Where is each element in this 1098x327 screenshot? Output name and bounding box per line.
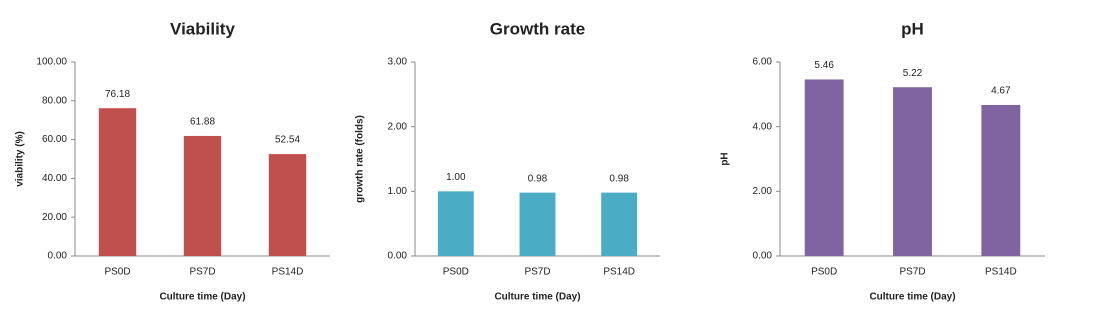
bar bbox=[601, 192, 638, 256]
value-label: 52.54 bbox=[275, 135, 300, 146]
y-axis-label: growth rate (folds) bbox=[355, 115, 366, 203]
bar bbox=[183, 135, 222, 256]
y-tick-label: 0.00 bbox=[48, 251, 68, 262]
y-tick-label: 60.00 bbox=[42, 134, 67, 145]
bar bbox=[519, 192, 556, 256]
x-tick-label: PS0D bbox=[811, 267, 837, 278]
x-tick-label: PS7D bbox=[899, 267, 925, 278]
x-tick-label: PS14D bbox=[985, 267, 1017, 278]
y-axis-label: viability (%) bbox=[15, 131, 26, 187]
bar bbox=[804, 79, 844, 257]
x-tick-label: PS14D bbox=[603, 267, 635, 278]
y-tick-label: 3.00 bbox=[388, 57, 408, 68]
y-tick-label: 0.00 bbox=[388, 251, 408, 262]
x-axis-label: Culture time (Day) bbox=[869, 292, 955, 303]
y-tick-label: 0.00 bbox=[753, 251, 773, 262]
value-label: 0.98 bbox=[528, 173, 548, 184]
y-tick-label: 80.00 bbox=[42, 95, 67, 106]
chart-title: Viability bbox=[170, 19, 235, 38]
y-tick-label: 2.00 bbox=[753, 186, 773, 197]
chart-title: pH bbox=[901, 19, 924, 38]
bar bbox=[893, 87, 932, 256]
y-tick-label: 6.00 bbox=[753, 57, 773, 68]
y-tick-label: 40.00 bbox=[42, 173, 67, 184]
value-label: 1.00 bbox=[446, 172, 466, 183]
value-label: 76.18 bbox=[105, 89, 130, 100]
x-tick-label: PS7D bbox=[524, 267, 550, 278]
bar bbox=[98, 108, 137, 256]
y-tick-label: 1.00 bbox=[388, 186, 408, 197]
value-label: 4.67 bbox=[991, 86, 1011, 97]
x-tick-label: PS0D bbox=[443, 267, 469, 278]
bar bbox=[981, 105, 1021, 257]
value-label: 0.98 bbox=[609, 173, 629, 184]
x-tick-label: PS0D bbox=[104, 267, 130, 278]
bar bbox=[268, 154, 307, 256]
value-label: 61.88 bbox=[190, 117, 215, 128]
x-tick-label: PS7D bbox=[189, 267, 215, 278]
value-label: 5.22 bbox=[903, 68, 923, 79]
x-tick-label: PS14D bbox=[272, 267, 304, 278]
x-axis-label: Culture time (Day) bbox=[159, 292, 245, 303]
y-tick-label: 4.00 bbox=[753, 121, 773, 132]
y-tick-label: 20.00 bbox=[42, 212, 67, 223]
y-axis-label: pH bbox=[720, 152, 731, 165]
value-label: 5.46 bbox=[814, 60, 834, 71]
bar bbox=[437, 191, 474, 256]
y-tick-label: 2.00 bbox=[388, 121, 408, 132]
y-tick-label: 100.00 bbox=[36, 57, 67, 68]
chart-title: Growth rate bbox=[490, 19, 585, 38]
x-axis-label: Culture time (Day) bbox=[494, 292, 580, 303]
